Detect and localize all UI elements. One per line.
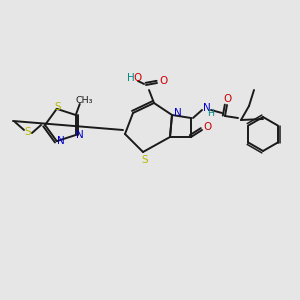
Text: O: O <box>159 76 167 86</box>
Text: O: O <box>224 94 232 104</box>
Text: S: S <box>54 102 61 112</box>
Text: N: N <box>57 136 64 146</box>
Text: H: H <box>208 109 214 118</box>
Text: S: S <box>142 155 148 165</box>
Text: H: H <box>127 73 135 83</box>
Text: CH₃: CH₃ <box>75 95 92 104</box>
Text: O: O <box>204 122 212 132</box>
Text: N: N <box>174 108 182 118</box>
Text: O: O <box>133 73 141 83</box>
Text: N: N <box>203 103 211 113</box>
Text: N: N <box>76 130 84 140</box>
Text: S: S <box>25 127 31 137</box>
